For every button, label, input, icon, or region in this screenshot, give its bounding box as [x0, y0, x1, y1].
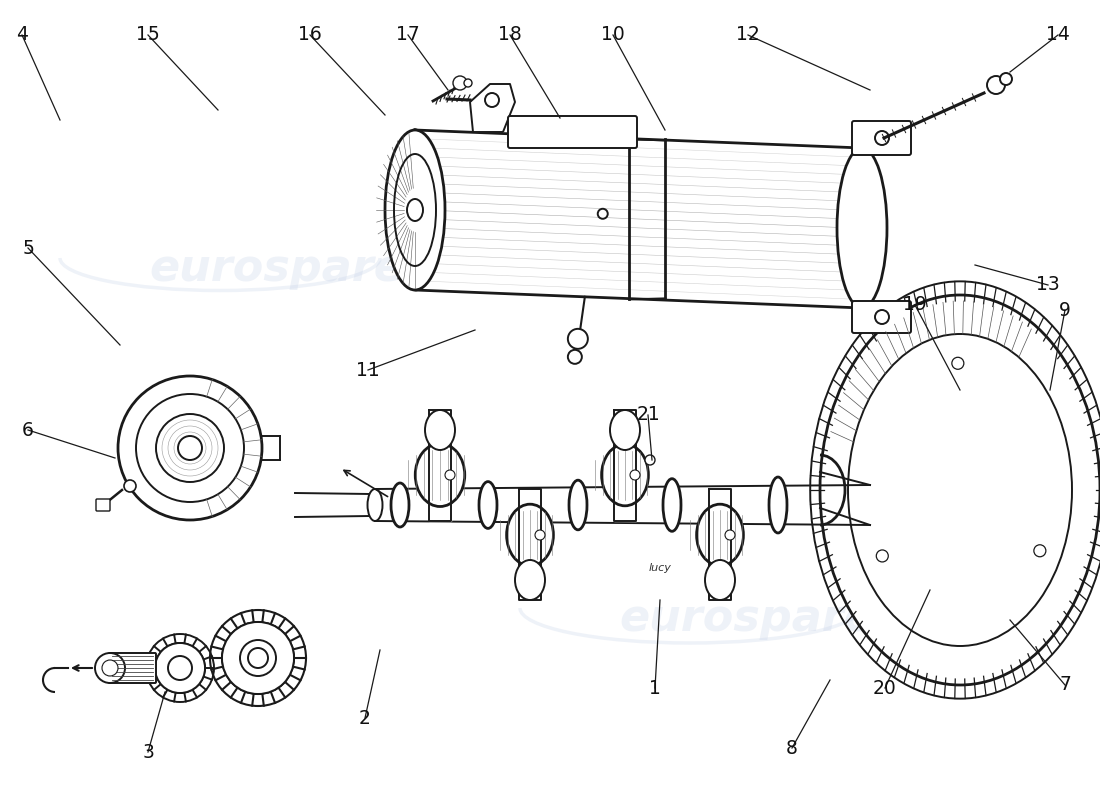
Circle shape — [464, 79, 472, 87]
Circle shape — [485, 93, 499, 107]
Text: 6: 6 — [22, 421, 34, 439]
FancyBboxPatch shape — [852, 301, 911, 333]
Text: 12: 12 — [736, 26, 760, 45]
Text: 8: 8 — [786, 738, 798, 758]
Text: 16: 16 — [298, 26, 322, 45]
Circle shape — [102, 660, 118, 676]
Ellipse shape — [515, 560, 544, 600]
Circle shape — [630, 470, 640, 480]
Ellipse shape — [602, 444, 648, 506]
Text: 7: 7 — [1059, 675, 1071, 694]
Circle shape — [248, 648, 268, 668]
Polygon shape — [470, 84, 515, 132]
Circle shape — [240, 640, 276, 676]
Circle shape — [645, 455, 654, 465]
Circle shape — [568, 350, 582, 364]
Circle shape — [597, 209, 607, 218]
Text: 20: 20 — [873, 678, 896, 698]
Ellipse shape — [478, 482, 497, 528]
Ellipse shape — [507, 504, 553, 566]
FancyBboxPatch shape — [852, 121, 911, 155]
Ellipse shape — [416, 443, 464, 506]
Polygon shape — [519, 489, 541, 600]
Circle shape — [1000, 73, 1012, 85]
Circle shape — [874, 131, 889, 145]
Ellipse shape — [769, 477, 786, 533]
Text: 21: 21 — [636, 406, 660, 425]
Circle shape — [725, 530, 735, 540]
Text: 19: 19 — [903, 295, 927, 314]
Polygon shape — [614, 410, 636, 521]
Circle shape — [568, 329, 587, 349]
Text: 2: 2 — [359, 709, 371, 727]
Text: 3: 3 — [142, 742, 154, 762]
Ellipse shape — [663, 478, 681, 531]
Circle shape — [987, 76, 1005, 94]
Ellipse shape — [705, 560, 735, 600]
Circle shape — [1034, 545, 1046, 557]
Text: 5: 5 — [22, 238, 34, 258]
Text: 10: 10 — [601, 26, 625, 45]
Circle shape — [446, 470, 455, 480]
Text: 1: 1 — [649, 678, 661, 698]
Circle shape — [952, 358, 964, 370]
Circle shape — [118, 376, 262, 520]
Ellipse shape — [385, 130, 446, 290]
Text: 17: 17 — [396, 26, 420, 45]
Ellipse shape — [820, 295, 1100, 685]
Text: eurospares: eurospares — [619, 597, 901, 639]
Polygon shape — [415, 130, 862, 308]
FancyBboxPatch shape — [508, 116, 637, 148]
Text: 18: 18 — [498, 26, 521, 45]
Circle shape — [124, 480, 136, 492]
Circle shape — [877, 550, 889, 562]
Text: 4: 4 — [16, 26, 28, 45]
Circle shape — [168, 656, 192, 680]
Text: 11: 11 — [356, 361, 380, 379]
Ellipse shape — [696, 504, 744, 566]
Text: 14: 14 — [1046, 26, 1070, 45]
Ellipse shape — [425, 410, 455, 450]
Ellipse shape — [367, 489, 383, 521]
Text: lucy: lucy — [649, 563, 671, 573]
Circle shape — [95, 653, 125, 683]
Circle shape — [453, 76, 468, 90]
Circle shape — [155, 643, 205, 693]
Ellipse shape — [390, 483, 409, 527]
Text: eurospares: eurospares — [150, 246, 431, 290]
Circle shape — [874, 310, 889, 324]
Ellipse shape — [610, 410, 640, 450]
FancyBboxPatch shape — [109, 653, 156, 683]
Text: 13: 13 — [1036, 275, 1060, 294]
Circle shape — [535, 530, 544, 540]
Ellipse shape — [569, 480, 587, 530]
Circle shape — [222, 622, 294, 694]
Circle shape — [156, 414, 224, 482]
FancyBboxPatch shape — [96, 499, 110, 511]
Text: 15: 15 — [136, 26, 160, 45]
Circle shape — [136, 394, 244, 502]
Ellipse shape — [837, 148, 887, 308]
Polygon shape — [710, 489, 732, 600]
Text: 9: 9 — [1059, 301, 1071, 319]
Polygon shape — [429, 410, 451, 521]
Circle shape — [178, 436, 202, 460]
Ellipse shape — [407, 199, 424, 221]
